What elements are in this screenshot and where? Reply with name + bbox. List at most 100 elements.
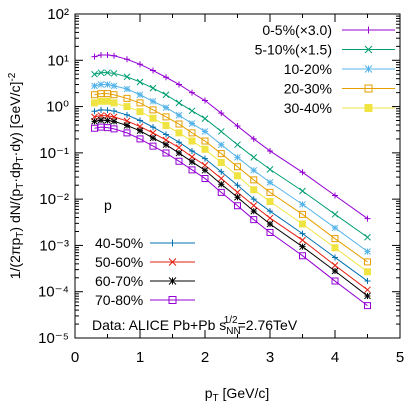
- x-tick-label: 3: [266, 349, 274, 366]
- data-point: [266, 179, 274, 186]
- data-point: [218, 168, 225, 175]
- y-axis-label: 1/(2πpT) dN/(pT·dpT·dy) [GeV/c]-2: [7, 72, 26, 279]
- legend-marker: [364, 65, 373, 73]
- data-point: [266, 197, 274, 205]
- data-point: [217, 188, 225, 196]
- data-point: [110, 117, 118, 125]
- data-point: [136, 108, 144, 116]
- data-point: [217, 158, 225, 166]
- legend-label: 20-30%: [284, 81, 332, 97]
- data-point: [137, 61, 143, 68]
- data-point: [331, 224, 339, 232]
- legend-label: 70-80%: [95, 292, 143, 308]
- data-point: [188, 158, 196, 166]
- data-point: [331, 277, 339, 285]
- annotation: Data: ALICE Pb+Pb sNN1/2=2.76TeV: [92, 315, 298, 337]
- data-point: [104, 107, 111, 114]
- data-point: [299, 252, 306, 260]
- data-point: [123, 103, 131, 111]
- data-point: [136, 127, 144, 135]
- x-tick-label: 0: [71, 349, 79, 366]
- data-point: [123, 122, 131, 129]
- data-point: [110, 125, 118, 133]
- data-point: [149, 114, 157, 122]
- data-point: [98, 52, 104, 59]
- data-point: [188, 129, 196, 137]
- data-point: [267, 147, 273, 154]
- x-tick-label: 2: [201, 349, 209, 366]
- data-point: [234, 202, 241, 210]
- data-point: [91, 91, 98, 99]
- data-point: [250, 202, 258, 209]
- legend-label: 30-40%: [284, 100, 332, 116]
- data-point: [175, 129, 183, 137]
- data-point: [97, 69, 105, 77]
- data-point: [162, 141, 170, 149]
- data-point: [98, 106, 104, 113]
- legend-marker: [168, 296, 177, 304]
- data-point: [201, 137, 209, 145]
- data-point: [218, 110, 225, 117]
- particle-label: p: [104, 197, 112, 213]
- data-point: [201, 174, 209, 182]
- data-point: [201, 128, 209, 135]
- data-point: [104, 81, 111, 88]
- data-point: [150, 67, 156, 74]
- data-point: [234, 182, 241, 189]
- data-point: [91, 70, 98, 78]
- data-point: [189, 147, 195, 154]
- data-point: [136, 135, 144, 143]
- x-tick-label: 5: [396, 349, 404, 366]
- data-point: [124, 56, 130, 63]
- legend-label: 60-70%: [95, 273, 143, 289]
- data-point: [234, 189, 241, 196]
- data-point: [364, 286, 371, 294]
- data-point: [110, 91, 118, 99]
- series-line: [94, 93, 368, 263]
- data-point: [110, 82, 118, 90]
- data-point: [234, 193, 241, 201]
- data-point: [149, 106, 157, 114]
- data-point: [266, 188, 274, 196]
- data-point: [104, 69, 111, 77]
- data-point: [250, 186, 258, 194]
- data-point: [188, 166, 196, 174]
- data-point: [123, 129, 131, 137]
- data-point: [104, 97, 111, 105]
- data-point: [364, 268, 371, 276]
- legend-label: 50-60%: [95, 254, 143, 270]
- data-point: [110, 99, 118, 107]
- data-point: [364, 278, 371, 285]
- series-line: [94, 126, 368, 307]
- legend-marker: [169, 239, 176, 247]
- x-tick-label: 4: [331, 349, 339, 366]
- y-tick-label: 10⁰: [46, 99, 69, 116]
- data-point: [299, 230, 306, 237]
- data-point: [111, 52, 117, 59]
- data-point: [364, 292, 371, 300]
- data-point: [217, 128, 225, 135]
- legend-label: 0-5%(×3.0): [262, 22, 332, 38]
- data-point: [97, 116, 105, 124]
- data-point: [162, 104, 170, 111]
- legend-label: 10-20%: [284, 61, 332, 77]
- y-tick-label: 10⁻⁵: [38, 330, 69, 347]
- data-point: [175, 99, 183, 107]
- legend-marker: [364, 45, 373, 54]
- legend-marker: [364, 104, 373, 112]
- data-point: [123, 94, 131, 102]
- data-point: [91, 99, 98, 107]
- data-point: [332, 254, 338, 261]
- x-tick-label: 1: [136, 349, 144, 366]
- data-point: [364, 233, 371, 241]
- data-point: [299, 187, 306, 195]
- data-point: [136, 78, 144, 86]
- data-point: [202, 97, 208, 104]
- data-point: [150, 124, 156, 131]
- data-point: [331, 210, 339, 218]
- data-point: [267, 208, 273, 215]
- y-tick-label: 10⁻⁴: [38, 284, 69, 301]
- data-point: [162, 136, 170, 144]
- y-tick-label: 10⁻³: [39, 237, 69, 254]
